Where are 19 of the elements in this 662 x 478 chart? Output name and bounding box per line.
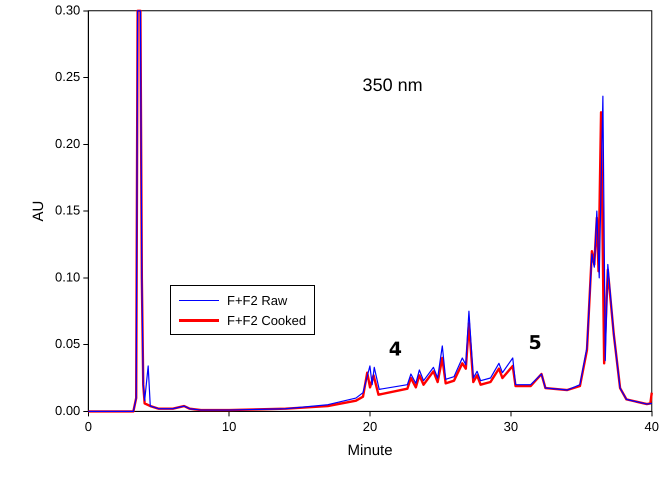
y-tick-label: 0.00 bbox=[54, 402, 80, 418]
x-tick-label: 0 bbox=[84, 418, 92, 434]
y-tick-label: 0.05 bbox=[54, 336, 80, 352]
y-tick-label: 0.30 bbox=[54, 2, 80, 18]
x-tick-label: 20 bbox=[362, 418, 378, 434]
y-tick-label: 0.25 bbox=[54, 69, 80, 84]
x-tick-label: 10 bbox=[222, 418, 236, 434]
y-tick-label: 0.10 bbox=[54, 269, 80, 284]
y-tick-label: 0.20 bbox=[54, 136, 80, 151]
annotation: 4 bbox=[388, 338, 402, 360]
x-tick-label: 40 bbox=[644, 418, 660, 434]
legend-label: F+F2 Raw bbox=[227, 292, 288, 308]
legend-label: F+F2 Cooked bbox=[227, 312, 306, 328]
y-tick-label: 0.15 bbox=[54, 202, 80, 218]
x-tick-label: 30 bbox=[504, 418, 518, 434]
x-axis-title: Minute bbox=[348, 442, 393, 460]
annotation: 5 bbox=[528, 332, 542, 354]
y-axis-title: AU bbox=[30, 200, 48, 222]
text: 350 nm bbox=[362, 74, 423, 95]
